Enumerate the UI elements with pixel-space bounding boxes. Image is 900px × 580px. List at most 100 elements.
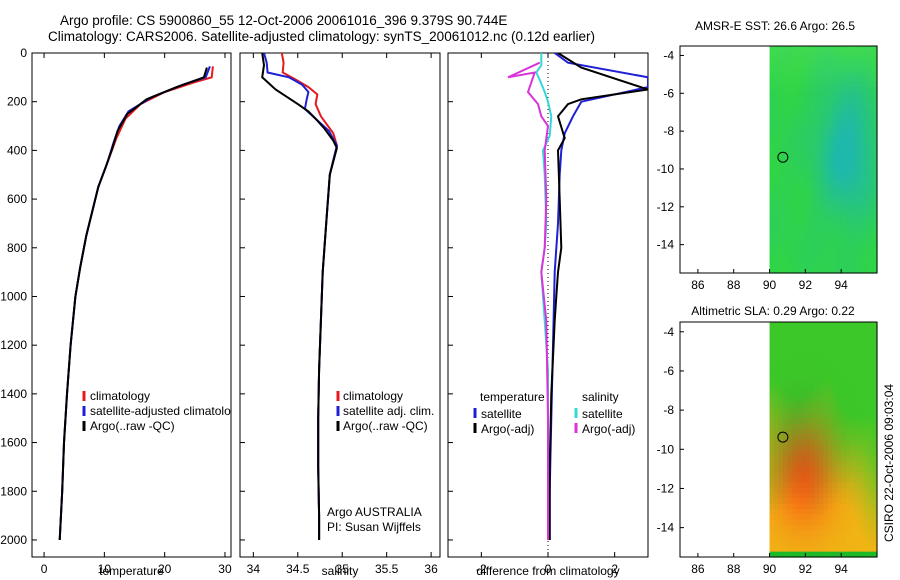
map-cell	[782, 466, 789, 473]
map-cell	[832, 97, 838, 104]
map-cell	[787, 267, 793, 274]
map-cell	[805, 359, 811, 366]
map-cell	[818, 434, 824, 441]
map-cell	[868, 185, 874, 192]
map-cell	[872, 56, 878, 63]
map-cell	[827, 231, 833, 238]
map-cell	[782, 51, 789, 57]
map-cell	[859, 211, 865, 217]
map-cell	[868, 169, 874, 176]
map-cell	[827, 402, 833, 409]
map-cell	[872, 46, 878, 52]
map-cell	[850, 174, 856, 181]
map-cell	[769, 113, 775, 119]
map-cell	[787, 149, 793, 155]
map-cell	[818, 71, 824, 78]
map-cell	[809, 508, 815, 515]
map-cell	[832, 322, 838, 328]
map-cell	[850, 450, 856, 457]
map-cell	[809, 530, 815, 537]
map-cell	[854, 51, 860, 57]
map-cell	[791, 338, 798, 344]
map-cell	[823, 503, 829, 510]
map-cell	[778, 87, 784, 94]
map-cell	[774, 267, 780, 274]
map-cell	[850, 460, 856, 467]
map-cell	[774, 205, 780, 212]
map-cell	[836, 386, 842, 393]
map-cell	[854, 87, 860, 94]
map-cell	[782, 471, 789, 478]
map-cell	[823, 195, 829, 202]
map-cell	[774, 327, 780, 334]
map-cell	[769, 61, 775, 68]
map-cell	[823, 439, 829, 446]
map-cell	[827, 466, 833, 473]
map-cell	[818, 471, 824, 478]
map-cell	[778, 551, 784, 558]
map-cell	[774, 211, 780, 217]
map-cell	[787, 386, 793, 393]
map-cell	[769, 174, 775, 181]
map-cell	[805, 149, 811, 155]
map-cell	[841, 76, 847, 83]
map-cell	[841, 226, 847, 233]
map-cell	[845, 154, 851, 161]
map-cell	[769, 190, 775, 197]
map-cell	[850, 82, 856, 88]
temperature-xlabel: temperature	[99, 564, 164, 578]
map-cell	[796, 322, 802, 328]
map-cell	[796, 370, 802, 377]
map-cell	[778, 247, 784, 253]
map-cell	[823, 423, 829, 430]
map-cell	[800, 380, 806, 387]
map-cell	[782, 267, 789, 274]
map-cell	[787, 262, 793, 269]
map-cell	[863, 386, 869, 393]
map-cell	[868, 92, 874, 99]
map-cell	[791, 476, 798, 483]
map-cell	[774, 503, 780, 510]
map-cell	[850, 370, 856, 377]
map-cell	[778, 348, 784, 355]
map-cell	[823, 82, 829, 88]
map-cell	[796, 252, 802, 259]
map-cell	[774, 92, 780, 99]
map-cell	[787, 56, 793, 63]
map-cell	[774, 444, 780, 451]
map-cell	[868, 524, 874, 531]
map-cell	[872, 380, 878, 387]
map-cell	[823, 375, 829, 382]
map-cell	[827, 519, 833, 526]
map-cell	[796, 226, 802, 233]
map-cell	[796, 530, 802, 537]
map-cell	[832, 460, 838, 467]
map-cell	[823, 370, 829, 377]
map-cell	[872, 128, 878, 135]
map-cell	[787, 530, 793, 537]
map-cell	[859, 128, 865, 135]
map-cell	[868, 242, 874, 248]
map-cell	[796, 61, 802, 68]
map-cell	[782, 174, 789, 181]
map-cell	[809, 56, 815, 63]
map-cell	[859, 66, 865, 73]
map-cell	[782, 205, 789, 212]
sst-map-xtick-label: 90	[763, 278, 777, 292]
map-cell	[827, 508, 833, 515]
map-cell	[868, 428, 874, 435]
map-cell	[778, 450, 784, 457]
map-cell	[854, 364, 860, 371]
map-cell	[769, 226, 775, 233]
map-cell	[782, 159, 789, 166]
map-cell	[841, 113, 847, 119]
map-cell	[836, 236, 842, 243]
map-cell	[774, 190, 780, 197]
map-cell	[796, 138, 802, 145]
map-cell	[836, 262, 842, 269]
map-cell	[868, 190, 874, 197]
map-cell	[823, 71, 829, 78]
map-cell	[787, 195, 793, 202]
map-cell	[854, 498, 860, 505]
map-cell	[859, 519, 865, 526]
